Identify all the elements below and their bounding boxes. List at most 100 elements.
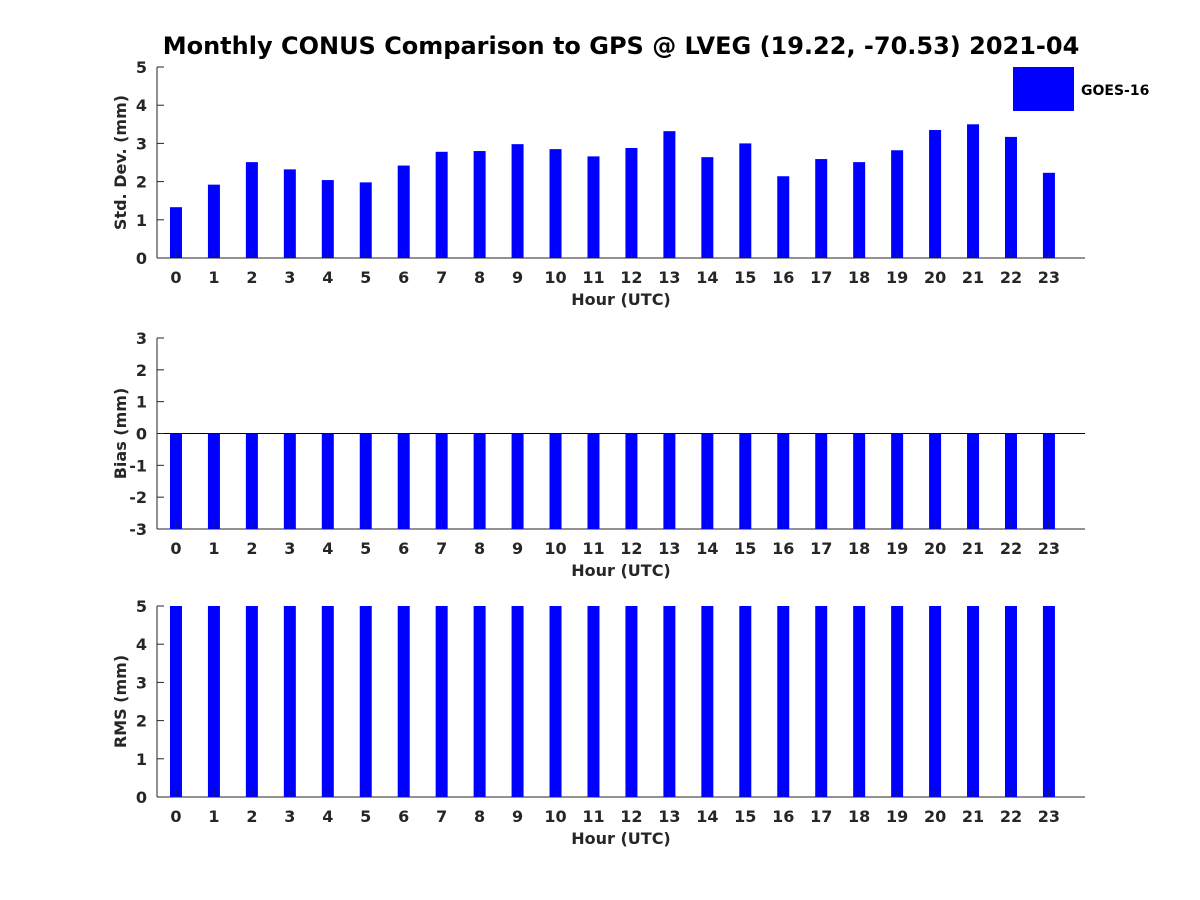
bar (663, 606, 676, 797)
y-axis-label: RMS (mm) (111, 655, 130, 748)
x-tick-label: 17 (810, 268, 832, 287)
bar (511, 144, 524, 258)
y-tick-label: 2 (136, 712, 147, 731)
x-tick-label: 10 (544, 268, 566, 287)
bar (663, 131, 676, 258)
x-tick-label: 12 (620, 807, 642, 826)
x-tick-label: 3 (284, 268, 295, 287)
y-tick-label: 0 (136, 788, 147, 807)
bar (321, 606, 334, 797)
bar (511, 433, 524, 529)
x-tick-label: 23 (1038, 268, 1060, 287)
y-tick-label: -3 (129, 520, 147, 539)
bar (473, 433, 486, 529)
x-tick-label: 14 (696, 268, 718, 287)
bar (207, 606, 220, 797)
x-tick-label: 9 (512, 539, 523, 558)
y-tick-label: 1 (136, 211, 147, 230)
y-tick-label: 1 (136, 750, 147, 769)
bar (245, 433, 258, 529)
x-tick-label: 2 (246, 807, 257, 826)
bar (853, 606, 866, 797)
bar (549, 433, 562, 529)
x-tick-label: 13 (658, 268, 680, 287)
x-tick-label: 0 (170, 807, 181, 826)
x-tick-label: 3 (284, 539, 295, 558)
x-tick-label: 4 (322, 807, 333, 826)
bar (625, 147, 638, 258)
x-tick-label: 20 (924, 268, 946, 287)
bar (777, 176, 790, 258)
bar (701, 157, 714, 258)
bar (777, 606, 790, 797)
x-axis-label: Hour (UTC) (571, 829, 671, 848)
x-tick-label: 1 (208, 807, 219, 826)
x-tick-label: 11 (582, 268, 604, 287)
bar (169, 207, 182, 258)
bar (207, 184, 220, 258)
bar (169, 433, 182, 529)
x-tick-label: 5 (360, 268, 371, 287)
x-tick-label: 9 (512, 807, 523, 826)
legend-label: GOES-16 (1081, 83, 1149, 99)
bar (321, 433, 334, 529)
x-tick-label: 16 (772, 268, 794, 287)
x-tick-label: 22 (1000, 807, 1022, 826)
x-tick-label: 11 (582, 539, 604, 558)
bar (853, 433, 866, 529)
bar (815, 606, 828, 797)
x-tick-label: 15 (734, 539, 756, 558)
x-tick-label: 13 (658, 539, 680, 558)
x-tick-label: 19 (886, 539, 908, 558)
bar (625, 433, 638, 529)
bar (929, 433, 942, 529)
x-tick-label: 1 (208, 539, 219, 558)
bar (891, 606, 904, 797)
y-axis-label: Bias (mm) (111, 388, 130, 480)
x-tick-label: 21 (962, 539, 984, 558)
x-tick-label: 17 (810, 807, 832, 826)
bar (701, 606, 714, 797)
x-tick-label: 12 (620, 268, 642, 287)
x-tick-label: 15 (734, 268, 756, 287)
bar (359, 182, 372, 258)
y-tick-label: 0 (136, 249, 147, 268)
x-tick-label: 18 (848, 807, 870, 826)
x-tick-label: 2 (246, 268, 257, 287)
x-tick-label: 14 (696, 807, 718, 826)
bar (1042, 172, 1055, 258)
y-tick-label: 3 (136, 673, 147, 692)
x-tick-label: 5 (360, 807, 371, 826)
x-tick-label: 21 (962, 807, 984, 826)
bar (359, 433, 372, 529)
x-tick-label: 17 (810, 539, 832, 558)
x-tick-label: 4 (322, 268, 333, 287)
x-tick-label: 8 (474, 807, 485, 826)
x-tick-label: 5 (360, 539, 371, 558)
bar (739, 606, 752, 797)
x-tick-label: 19 (886, 268, 908, 287)
x-tick-label: 18 (848, 268, 870, 287)
bar (777, 433, 790, 529)
bar (1004, 136, 1017, 258)
x-tick-label: 7 (436, 807, 447, 826)
x-tick-label: 7 (436, 268, 447, 287)
y-tick-label: 2 (136, 361, 147, 380)
chart-title: Monthly CONUS Comparison to GPS @ LVEG (… (163, 32, 1080, 60)
x-tick-label: 6 (398, 268, 409, 287)
x-tick-label: 8 (474, 268, 485, 287)
y-tick-label: 3 (136, 134, 147, 153)
y-tick-label: 5 (136, 597, 147, 616)
bar (245, 162, 258, 258)
bar (321, 180, 334, 258)
x-tick-label: 23 (1038, 807, 1060, 826)
bar (397, 165, 410, 258)
y-tick-label: -1 (129, 456, 147, 475)
x-tick-label: 23 (1038, 539, 1060, 558)
x-tick-label: 6 (398, 807, 409, 826)
y-tick-label: 3 (136, 329, 147, 348)
y-tick-label: 0 (136, 425, 147, 444)
